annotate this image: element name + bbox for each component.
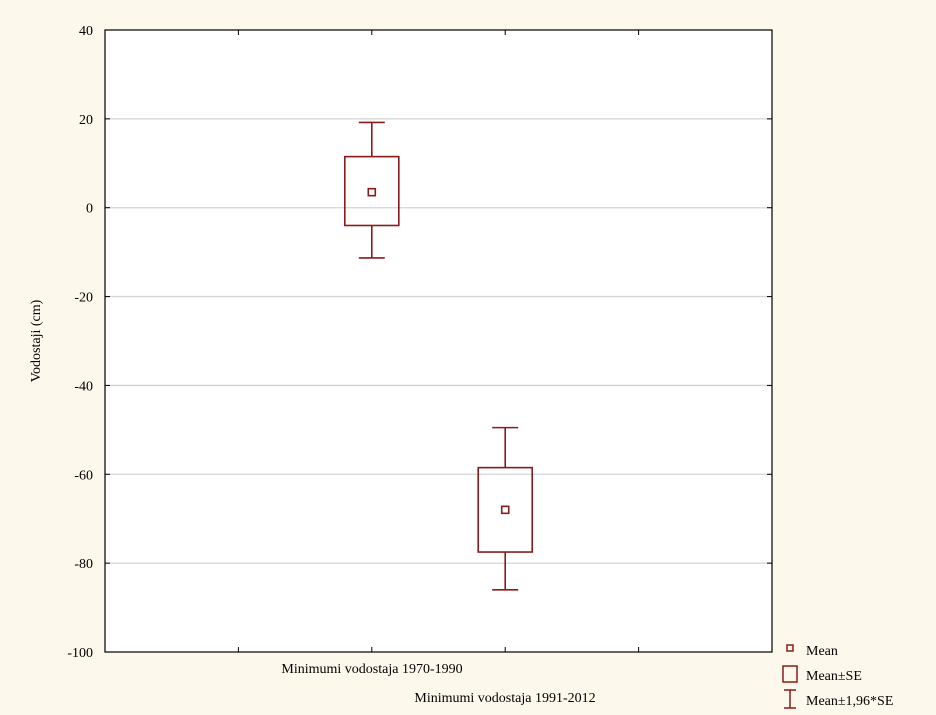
se-box — [343, 155, 400, 227]
legend-item-ci: Mean±1,96*SE — [784, 689, 893, 709]
y-tick-label: 20 — [79, 113, 93, 128]
legend: Mean Mean±SE Mean±1,96*SE — [782, 644, 893, 709]
legend-ci-label: Mean±1,96*SE — [806, 694, 893, 709]
y-tick-label: -60 — [74, 468, 93, 483]
box-series — [343, 121, 534, 591]
x-category-label-2: Minimumi vodostaja 1991-2012 — [414, 691, 595, 706]
plot-frame — [104, 29, 773, 653]
y-tick-label: -40 — [74, 379, 93, 394]
legend-mean-label: Mean — [806, 644, 838, 659]
mean-marker — [500, 505, 510, 515]
y-axis-title: Vodostaji (cm) — [29, 299, 44, 382]
legend-se-label: Mean±SE — [806, 669, 862, 684]
y-tick-label: -20 — [74, 291, 93, 306]
y-tick-label: -80 — [74, 557, 93, 572]
box-group — [477, 426, 534, 591]
x-axis — [237, 30, 640, 652]
legend-item-se: Mean±SE — [782, 665, 862, 684]
mean-marker — [367, 187, 377, 197]
y-axis: -100 -80 -60 -40 -20 0 20 40 — [67, 24, 772, 661]
gridlines — [105, 118, 772, 564]
legend-item-mean: Mean — [786, 644, 838, 659]
y-tick-label: -100 — [67, 646, 93, 661]
box-group — [343, 121, 400, 259]
legend-ci-marker — [784, 689, 796, 709]
legend-se-marker — [782, 665, 798, 683]
plot-area — [105, 30, 772, 652]
legend-mean-marker — [786, 644, 794, 652]
x-category-label-1: Minimumi vodostaja 1970-1990 — [281, 662, 462, 677]
y-tick-label: 0 — [86, 202, 93, 217]
se-box — [477, 466, 534, 553]
y-tick-label: 40 — [79, 24, 93, 39]
